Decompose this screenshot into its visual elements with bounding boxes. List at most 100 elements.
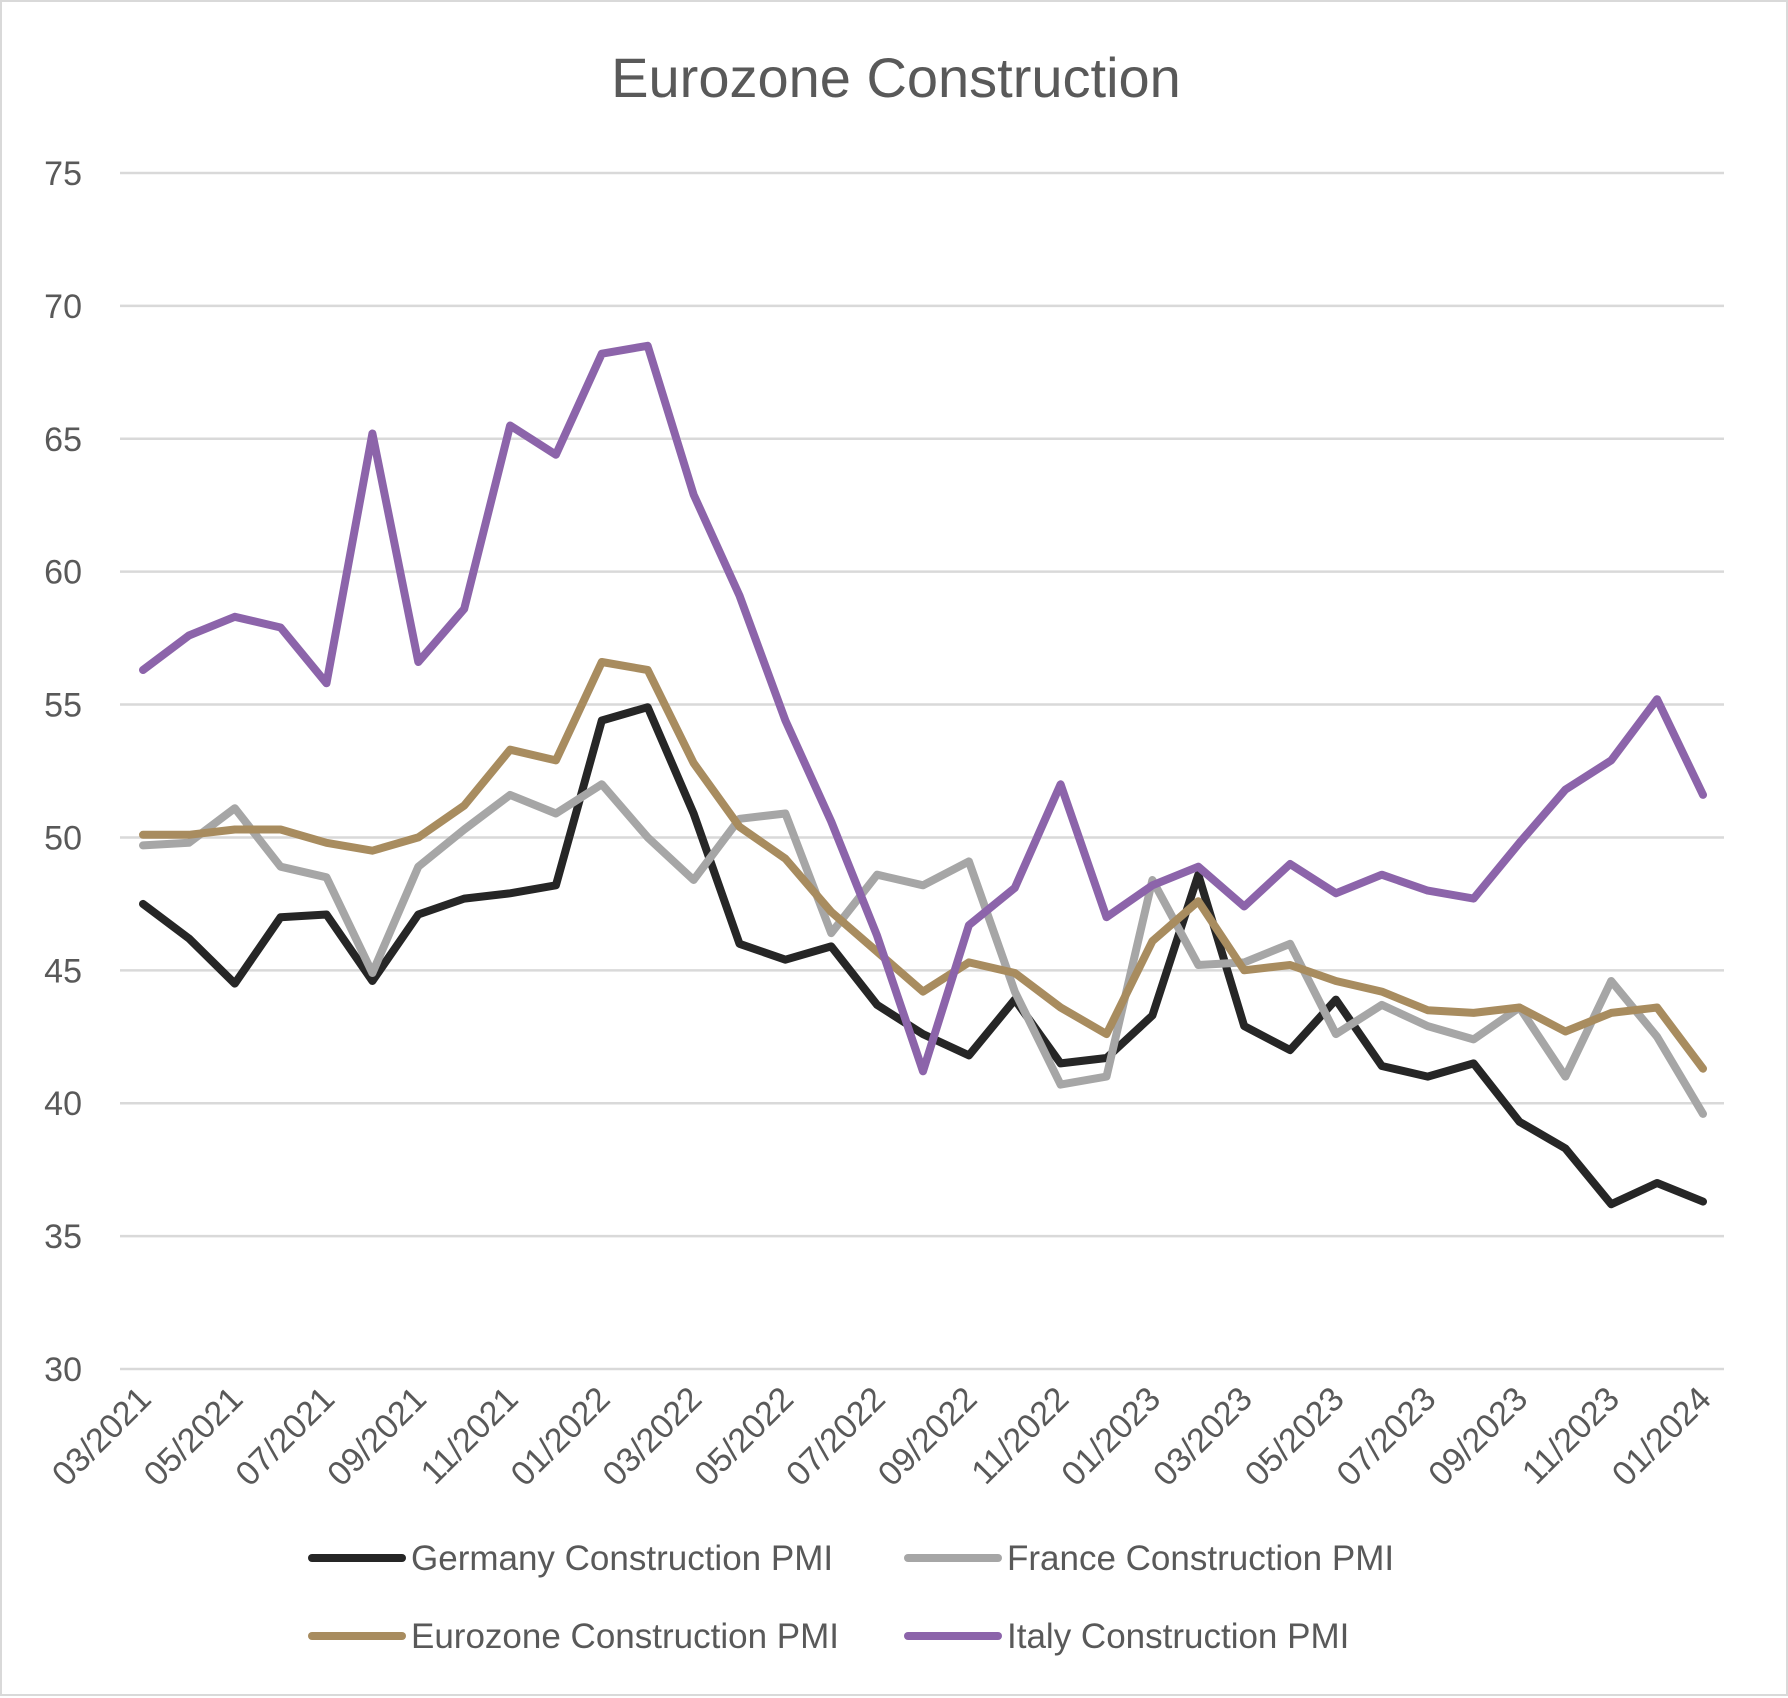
legend-label: Italy Construction PMI	[1007, 1617, 1349, 1656]
data-point	[1289, 964, 1292, 967]
data-point	[1334, 998, 1337, 1001]
data-point	[1059, 1062, 1062, 1065]
x-tick-label: 07/2021	[228, 1380, 342, 1494]
y-tick-label: 75	[44, 155, 82, 193]
data-point	[1013, 886, 1016, 889]
data-point	[692, 812, 695, 815]
x-tick-label: 07/2022	[779, 1380, 893, 1494]
series-lines	[139, 341, 1707, 1209]
x-tick-label: 03/2023	[1146, 1380, 1260, 1494]
data-point	[1564, 1030, 1567, 1033]
data-point	[1289, 863, 1292, 866]
data-point	[1518, 1006, 1521, 1009]
x-tick-label: 01/2023	[1054, 1380, 1168, 1494]
data-point	[830, 945, 833, 948]
data-point	[142, 902, 144, 905]
data-point	[142, 833, 144, 836]
data-point	[325, 876, 328, 879]
y-tick-label: 35	[44, 1218, 82, 1256]
data-point	[646, 669, 649, 672]
data-point	[1151, 1014, 1154, 1017]
legend-item: France Construction PMI	[904, 1539, 1394, 1578]
data-point	[1334, 892, 1337, 895]
data-point	[1656, 1181, 1659, 1184]
data-point	[967, 924, 970, 927]
data-point	[554, 759, 557, 762]
data-point	[1472, 1062, 1475, 1065]
data-point	[417, 661, 420, 664]
x-tick-label: 03/2021	[45, 1380, 159, 1494]
data-point	[1013, 990, 1016, 993]
data-point	[1243, 905, 1246, 908]
data-point	[738, 825, 741, 828]
data-point	[1610, 1011, 1613, 1014]
data-point	[922, 990, 924, 993]
x-tick-label: 09/2021	[320, 1380, 434, 1494]
data-point	[371, 971, 374, 974]
data-point	[876, 934, 879, 937]
data-point	[509, 424, 512, 427]
data-point	[784, 812, 787, 815]
data-point	[1243, 969, 1246, 972]
data-point	[279, 828, 282, 831]
legend-label: France Construction PMI	[1007, 1539, 1394, 1578]
data-point	[1518, 841, 1521, 844]
data-point	[738, 942, 741, 945]
data-point	[692, 762, 695, 765]
y-axis-tick-labels: 30 35 40 45 50 55 60 65 70 75	[44, 155, 82, 1389]
data-point	[1059, 1083, 1062, 1086]
x-tick-label: 11/2021	[414, 1380, 526, 1492]
legend-item: Germany Construction PMI	[308, 1539, 833, 1578]
data-point	[1243, 1025, 1246, 1028]
data-point	[1702, 1200, 1704, 1203]
data-point	[1334, 1033, 1337, 1036]
y-tick-label: 60	[44, 554, 82, 592]
data-point	[922, 1070, 924, 1073]
data-point	[1426, 889, 1429, 892]
data-point	[600, 719, 603, 722]
data-point	[1656, 1035, 1659, 1038]
y-tick-label: 30	[44, 1351, 82, 1389]
data-point	[1610, 1203, 1613, 1206]
data-point	[463, 828, 466, 831]
data-point	[600, 783, 603, 786]
data-point	[738, 594, 741, 597]
data-point	[784, 958, 787, 961]
data-point	[1105, 1075, 1108, 1078]
data-point	[967, 860, 970, 863]
data-point	[646, 344, 649, 347]
y-tick-label: 40	[44, 1085, 82, 1123]
data-point	[463, 804, 466, 807]
data-point	[1380, 990, 1383, 993]
y-tick-label: 45	[44, 952, 82, 990]
x-tick-label: 09/2022	[871, 1380, 985, 1494]
data-point	[1380, 1003, 1383, 1006]
data-point	[509, 748, 512, 751]
data-point	[233, 828, 236, 831]
data-point	[1702, 1067, 1704, 1070]
data-point	[830, 820, 833, 823]
data-point	[1426, 1025, 1429, 1028]
data-point	[509, 892, 512, 895]
data-point	[1151, 878, 1154, 881]
data-point	[1013, 971, 1016, 974]
data-point	[922, 884, 924, 887]
x-tick-label: 11/2022	[964, 1380, 1076, 1492]
data-point	[1059, 1006, 1062, 1009]
data-point	[417, 865, 420, 868]
data-point	[1610, 979, 1613, 982]
data-point	[876, 1003, 879, 1006]
data-point	[1702, 793, 1704, 796]
data-point	[1380, 873, 1383, 876]
x-tick-label: 05/2022	[687, 1380, 801, 1494]
data-point	[233, 615, 236, 618]
data-point	[187, 937, 190, 940]
y-tick-label: 65	[44, 421, 82, 459]
data-point	[371, 432, 374, 435]
series-3	[139, 341, 1707, 1076]
data-point	[554, 884, 557, 887]
gridlines	[120, 171, 1724, 1371]
data-point	[600, 352, 603, 355]
series-line	[139, 658, 1707, 1073]
